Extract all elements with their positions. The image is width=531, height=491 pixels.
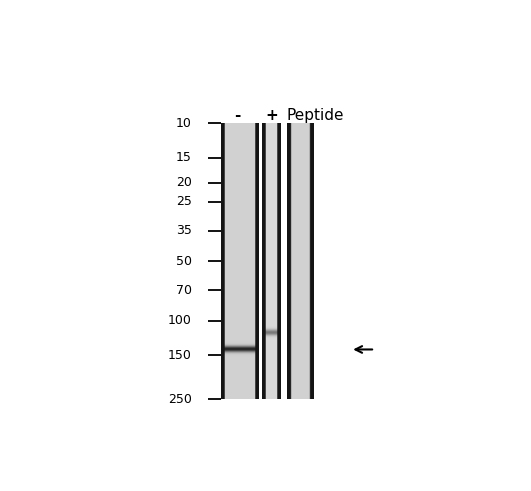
Text: 10: 10 — [176, 117, 192, 130]
Bar — [280, 123, 287, 399]
Text: 35: 35 — [176, 224, 192, 237]
Text: 20: 20 — [176, 176, 192, 189]
Text: +: + — [266, 108, 278, 123]
Text: Peptide: Peptide — [287, 108, 344, 123]
Text: 100: 100 — [168, 314, 192, 327]
Text: 15: 15 — [176, 151, 192, 164]
Text: -: - — [234, 108, 241, 123]
Text: 150: 150 — [168, 349, 192, 362]
Text: 25: 25 — [176, 195, 192, 208]
Bar — [258, 123, 262, 399]
Text: 50: 50 — [176, 255, 192, 268]
Text: 70: 70 — [176, 283, 192, 297]
Text: 250: 250 — [168, 393, 192, 406]
